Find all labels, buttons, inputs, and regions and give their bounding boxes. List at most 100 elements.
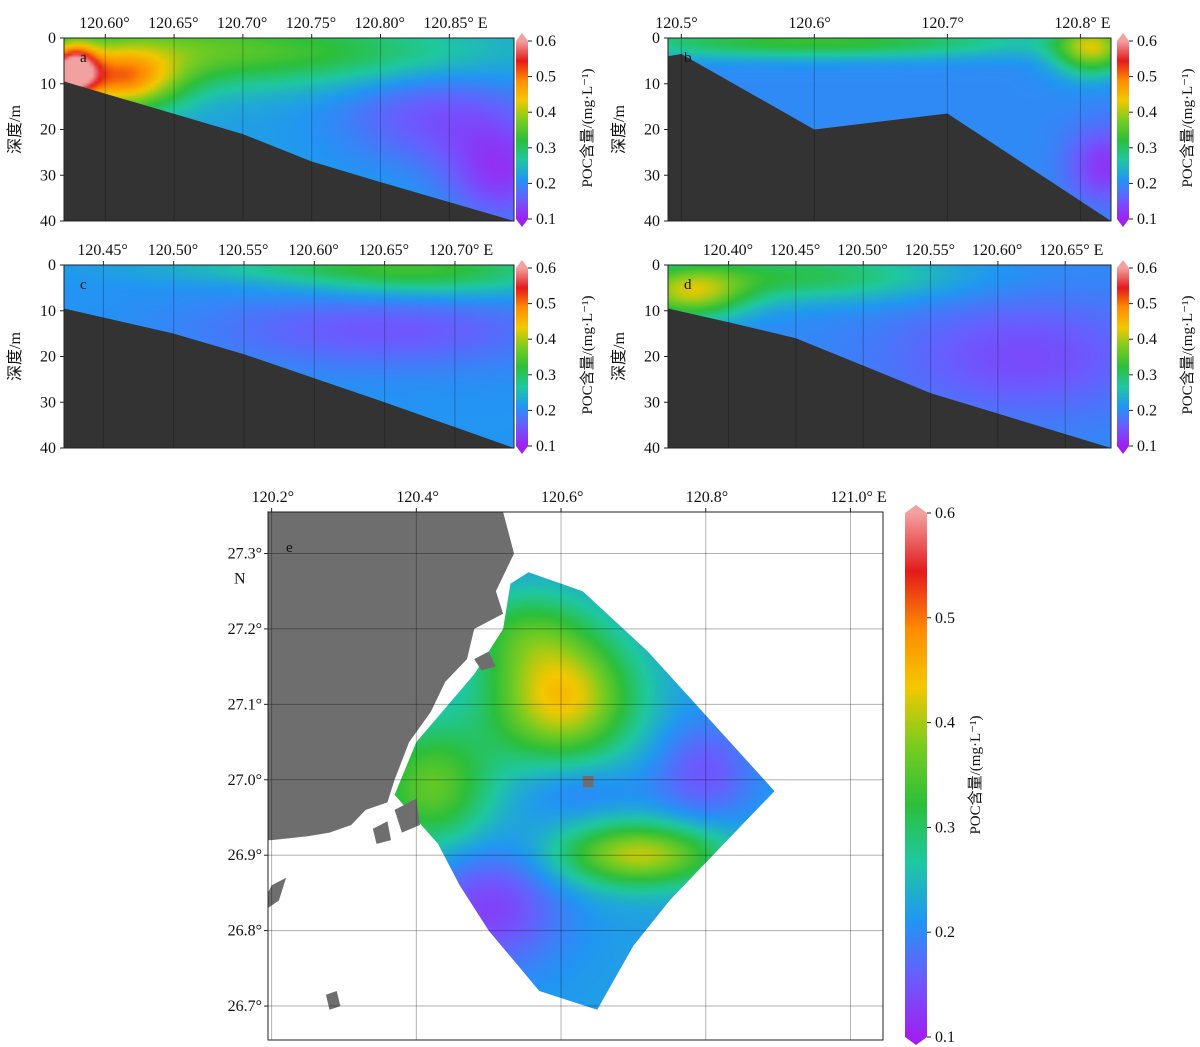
latitude-unit: N	[234, 570, 246, 587]
y-tick-label: 0	[652, 257, 660, 274]
colorbar-tick-label: 0.5	[1137, 69, 1157, 86]
seabed	[64, 308, 514, 448]
colorbar-title: POC含量/(mg·L⁻¹)	[579, 68, 596, 187]
x-tick-label: 120.50°	[837, 242, 887, 259]
colorbar-tick-label: 0.2	[536, 402, 556, 419]
y-tick-label: 20	[644, 349, 660, 366]
colorbar-tick-label: 0.3	[1137, 367, 1157, 384]
colorbar-tick-label: 0.4	[1137, 104, 1157, 121]
x-tick-label: 120.60°	[972, 242, 1022, 259]
colorbar-b: 0.6 0.5 0.4 0.3 0.2 0.1 POC含量/(mg·L⁻¹)	[1117, 33, 1196, 228]
panel-a: 120.60° 120.65° 120.70° 120.75° 120.80° 120.8…	[6, 15, 515, 230]
x-tick-label: 120.65°	[359, 242, 409, 259]
colorbar-bottom-cap	[905, 1037, 927, 1045]
colorbar-tick-label: 0.5	[536, 69, 556, 86]
colorbar-gradient	[516, 41, 528, 219]
seabed	[64, 81, 514, 221]
colorbar-tick-label: 0.4	[1137, 331, 1157, 348]
land-5	[582, 776, 594, 788]
colorbar-gradient	[516, 268, 528, 446]
land-1	[268, 877, 287, 908]
y-tick-label: 30	[40, 167, 56, 184]
colorbar-tick-label: 0.1	[536, 211, 556, 228]
colorbar-tick-label: 0.2	[1137, 402, 1157, 419]
panel-label: d	[684, 277, 692, 293]
x-tick-label: 120.6°	[541, 489, 583, 506]
seabed	[668, 54, 1111, 221]
colorbar-c: 0.6 0.5 0.4 0.3 0.2 0.1 POC含量/(mg·L⁻¹)	[516, 260, 596, 455]
colorbar-tick-label: 0.1	[536, 438, 556, 455]
colorbar-bottom-cap	[1117, 219, 1129, 227]
colorbar-tick-label: 0.6	[536, 260, 556, 277]
colorbar-title: POC含量/(mg·L⁻¹)	[579, 295, 596, 414]
y-tick-label: 20	[644, 122, 660, 139]
y-axis-label: 深度/m	[6, 332, 24, 381]
panel-b: 120.5° 120.6° 120.7° 120.8° E 0 10 20 30 40 深度/m b	[610, 15, 1112, 230]
x-tick-label: 121.0° E	[830, 489, 886, 506]
panel-e: 120.2° 120.4° 120.6° 120.8° 121.0° E 27.3° 27.…	[228, 489, 887, 1041]
x-tick-label: 120.6°	[788, 15, 830, 32]
colorbar-tick-label: 0.6	[1137, 33, 1157, 50]
x-tick-label: 120.65°	[148, 15, 198, 32]
x-tick-label: 120.40°	[703, 242, 753, 259]
colorbar-tick-label: 0.4	[935, 715, 955, 732]
colorbar-tick-label: 0.1	[935, 1029, 955, 1046]
x-tick-label: 120.75°	[286, 15, 336, 32]
x-tick-label: 120.55°	[218, 242, 268, 259]
colorbar-gradient	[1117, 41, 1129, 219]
y-tick-label: 10	[40, 76, 56, 93]
y-axis-label: 深度/m	[610, 105, 628, 154]
colorbar-gradient	[905, 513, 927, 1037]
y-tick-label: 40	[40, 440, 56, 457]
colorbar-top-cap	[905, 505, 927, 513]
map-frame	[267, 511, 884, 1041]
y-tick-label: 27.2°	[228, 621, 262, 638]
y-tick-label: 0	[48, 30, 56, 47]
colorbar-gradient	[1117, 268, 1129, 446]
colorbar-top-cap	[516, 33, 528, 41]
colorbar-tick-label: 0.6	[536, 33, 556, 50]
panel-d: 120.40° 120.45° 120.50° 120.55° 120.60° 120.6…	[610, 242, 1112, 457]
y-tick-label: 27.1°	[228, 696, 262, 713]
colorbar-bottom-cap	[516, 446, 528, 454]
y-tick-label: 0	[48, 257, 56, 274]
y-tick-label: 20	[40, 349, 56, 366]
x-tick-label: 120.8°	[686, 489, 728, 506]
colorbar-tick-label: 0.5	[935, 610, 955, 627]
y-tick-label: 40	[644, 440, 660, 457]
y-tick-label: 0	[652, 30, 660, 47]
colorbar-top-cap	[516, 260, 528, 268]
land-2	[394, 798, 420, 833]
x-tick-label: 120.5°	[655, 15, 697, 32]
colorbar-d: 0.6 0.5 0.4 0.3 0.2 0.1 POC含量/(mg·L⁻¹)	[1117, 260, 1196, 455]
y-axis-label: 深度/m	[6, 105, 24, 154]
x-tick-label: 120.50°	[148, 242, 198, 259]
colorbar-tick-label: 0.3	[1137, 140, 1157, 157]
y-axis-label: 深度/m	[610, 332, 628, 381]
x-tick-label: 120.65° E	[1039, 242, 1103, 259]
panel-label: c	[80, 277, 87, 293]
panel-label: e	[286, 540, 293, 556]
y-tick-label: 26.7°	[228, 998, 262, 1015]
x-tick-label: 120.4°	[396, 489, 438, 506]
x-tick-label: 120.70°	[217, 15, 267, 32]
land-0	[268, 512, 514, 841]
x-tick-label: 120.70° E	[429, 242, 493, 259]
colorbar-tick-label: 0.1	[1137, 438, 1157, 455]
seabed	[668, 308, 1111, 448]
y-tick-label: 20	[40, 122, 56, 139]
y-tick-label: 40	[40, 213, 56, 230]
colorbar-tick-label: 0.2	[1137, 175, 1157, 192]
y-tick-label: 26.8°	[228, 923, 262, 940]
y-tick-label: 26.9°	[228, 847, 262, 864]
colorbar-tick-label: 0.1	[1137, 211, 1157, 228]
y-tick-label: 40	[644, 213, 660, 230]
colorbar-tick-label: 0.3	[536, 367, 556, 384]
x-tick-label: 120.2°	[252, 489, 294, 506]
y-tick-label: 27.0°	[228, 772, 262, 789]
x-tick-label: 120.80°	[355, 15, 405, 32]
y-tick-label: 30	[644, 394, 660, 411]
colorbar-bottom-cap	[516, 219, 528, 227]
colorbar-tick-label: 0.3	[935, 819, 955, 836]
